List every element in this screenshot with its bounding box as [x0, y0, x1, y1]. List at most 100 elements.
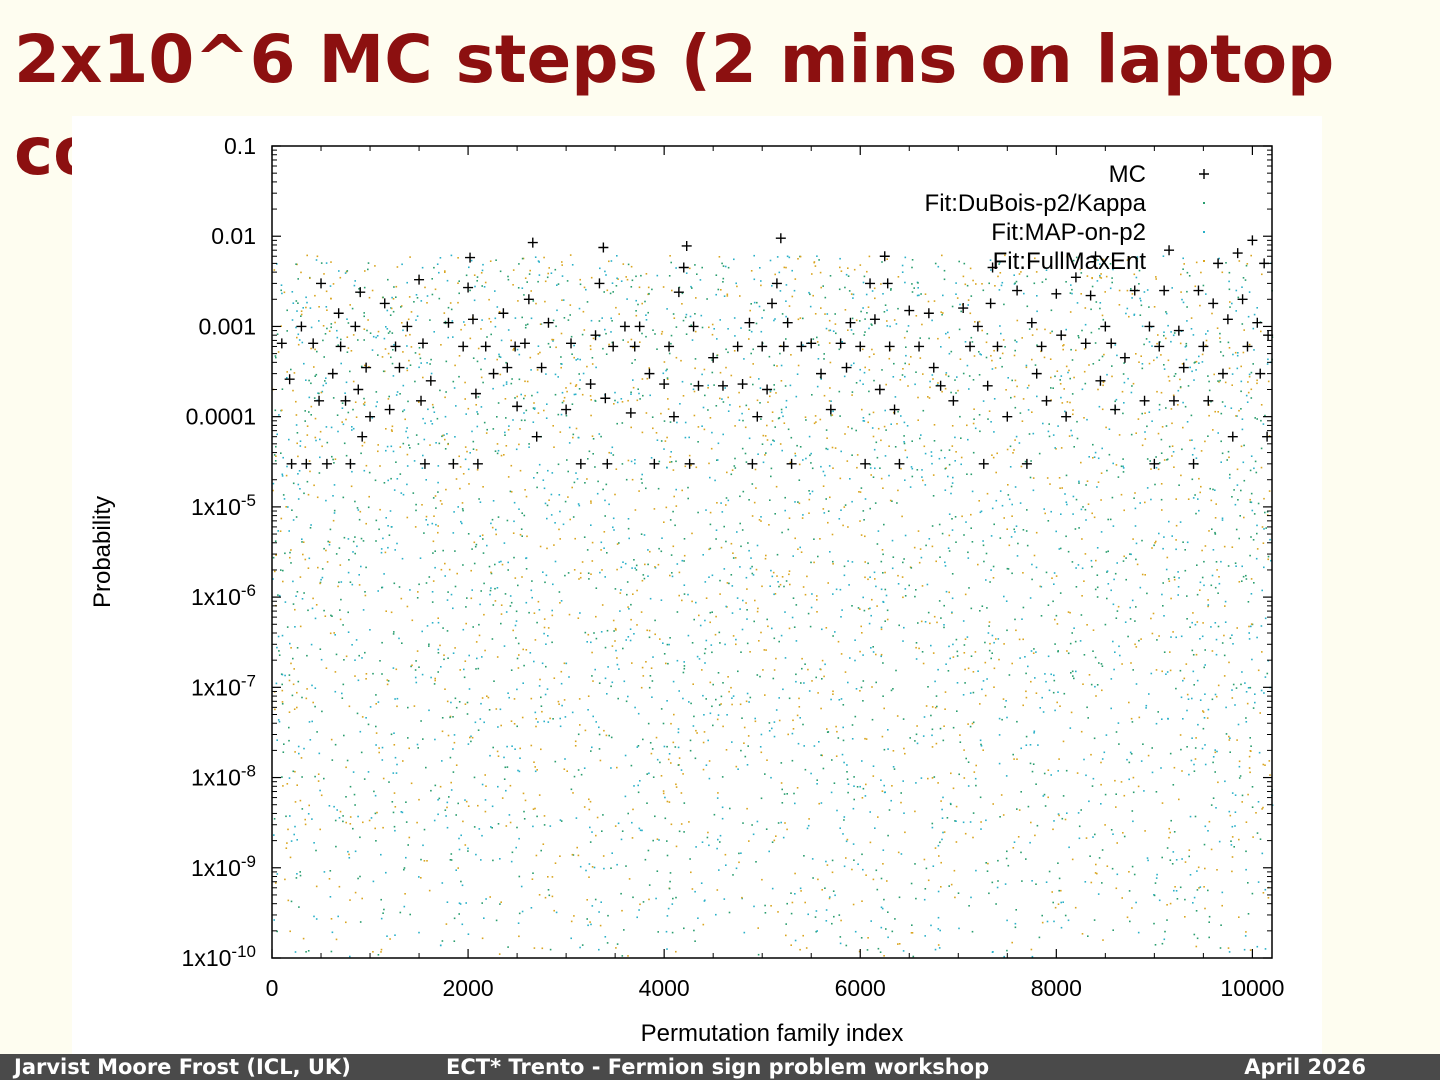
- fit-point: [857, 863, 859, 865]
- fit-point: [990, 269, 992, 271]
- fit-point: [956, 710, 958, 712]
- fit-point: [444, 415, 447, 418]
- fit-point: [817, 692, 819, 694]
- fit-point: [363, 312, 365, 314]
- fit-point: [1155, 877, 1158, 879]
- fit-point: [1166, 919, 1168, 921]
- fit-point: [972, 691, 975, 694]
- fit-point: [1260, 419, 1262, 422]
- fit-point: [341, 692, 343, 695]
- fit-point: [851, 738, 854, 740]
- fit-point: [543, 256, 545, 259]
- fit-point: [467, 407, 470, 410]
- fit-point: [1094, 685, 1096, 688]
- fit-point: [668, 801, 671, 803]
- fit-point: [891, 500, 893, 502]
- fit-point: [1137, 931, 1140, 934]
- fit-point: [632, 379, 634, 381]
- fit-point: [1228, 951, 1231, 953]
- fit-point: [771, 841, 774, 843]
- fit-point: [648, 686, 651, 689]
- fit-point: [957, 389, 959, 392]
- fit-point: [1094, 656, 1097, 659]
- fit-point: [940, 861, 942, 864]
- fit-point: [559, 717, 561, 720]
- fit-point: [360, 537, 363, 540]
- fit-point: [1191, 649, 1194, 652]
- fit-point: [480, 702, 482, 705]
- fit-point: [947, 547, 950, 549]
- fit-point: [683, 538, 686, 540]
- fit-point: [1176, 898, 1179, 900]
- fit-point: [539, 678, 541, 681]
- fit-point: [494, 587, 496, 590]
- fit-point: [742, 419, 744, 422]
- fit-point: [1112, 929, 1114, 931]
- fit-point: [851, 454, 853, 456]
- fit-point: [392, 633, 395, 635]
- fit-point: [1013, 449, 1015, 451]
- fit-point: [1109, 287, 1112, 290]
- fit-point: [1169, 902, 1172, 905]
- fit-point: [395, 668, 398, 671]
- fit-point: [988, 649, 991, 652]
- fit-point: [1202, 284, 1205, 287]
- fit-point: [1168, 836, 1170, 839]
- fit-point: [881, 907, 884, 910]
- fit-point: [1202, 711, 1205, 713]
- fit-point: [315, 885, 318, 888]
- fit-point: [866, 270, 868, 273]
- fit-point: [1219, 337, 1221, 339]
- fit-point: [1124, 621, 1127, 623]
- fit-point: [694, 757, 697, 760]
- fit-point: [927, 777, 929, 780]
- fit-point: [1058, 758, 1060, 760]
- fit-point: [551, 472, 554, 474]
- fit-point: [450, 701, 452, 704]
- fit-point: [1011, 503, 1013, 506]
- fit-point: [873, 353, 875, 355]
- fit-point: [1048, 689, 1051, 692]
- fit-point: [590, 500, 592, 502]
- fit-point: [1150, 617, 1152, 620]
- fit-point: [1048, 870, 1051, 873]
- fit-point: [504, 431, 506, 434]
- fit-point: [1101, 689, 1103, 692]
- fit-point: [394, 829, 396, 832]
- fit-point: [1256, 532, 1258, 535]
- fit-point: [852, 293, 855, 296]
- fit-point: [1214, 693, 1217, 696]
- fit-point: [639, 829, 642, 832]
- fit-point: [1030, 650, 1033, 652]
- fit-point: [814, 916, 817, 918]
- fit-point: [678, 757, 681, 759]
- fit-point: [896, 715, 899, 717]
- fit-point: [726, 714, 728, 716]
- fit-point: [1244, 935, 1247, 937]
- fit-point: [647, 575, 649, 577]
- fit-point: [427, 408, 429, 411]
- fit-point: [907, 325, 910, 327]
- fit-point: [1104, 793, 1107, 796]
- fit-point: [276, 739, 278, 741]
- fit-point: [792, 597, 795, 599]
- fit-point: [457, 506, 459, 508]
- fit-point: [771, 411, 774, 413]
- fit-point: [801, 667, 803, 670]
- fit-point: [1186, 320, 1188, 322]
- fit-point: [327, 540, 329, 543]
- fit-point: [557, 283, 560, 285]
- fit-point: [691, 642, 694, 644]
- fit-point: [687, 497, 689, 500]
- fit-point: [501, 797, 504, 799]
- fit-point: [338, 817, 341, 819]
- fit-point: [705, 639, 708, 642]
- fit-point: [1025, 858, 1027, 860]
- fit-point: [969, 692, 972, 694]
- fit-point: [834, 631, 836, 633]
- fit-point: [786, 255, 789, 258]
- fit-point: [948, 352, 951, 355]
- fit-point: [643, 577, 646, 580]
- fit-point: [1047, 796, 1049, 799]
- fit-point: [914, 383, 916, 386]
